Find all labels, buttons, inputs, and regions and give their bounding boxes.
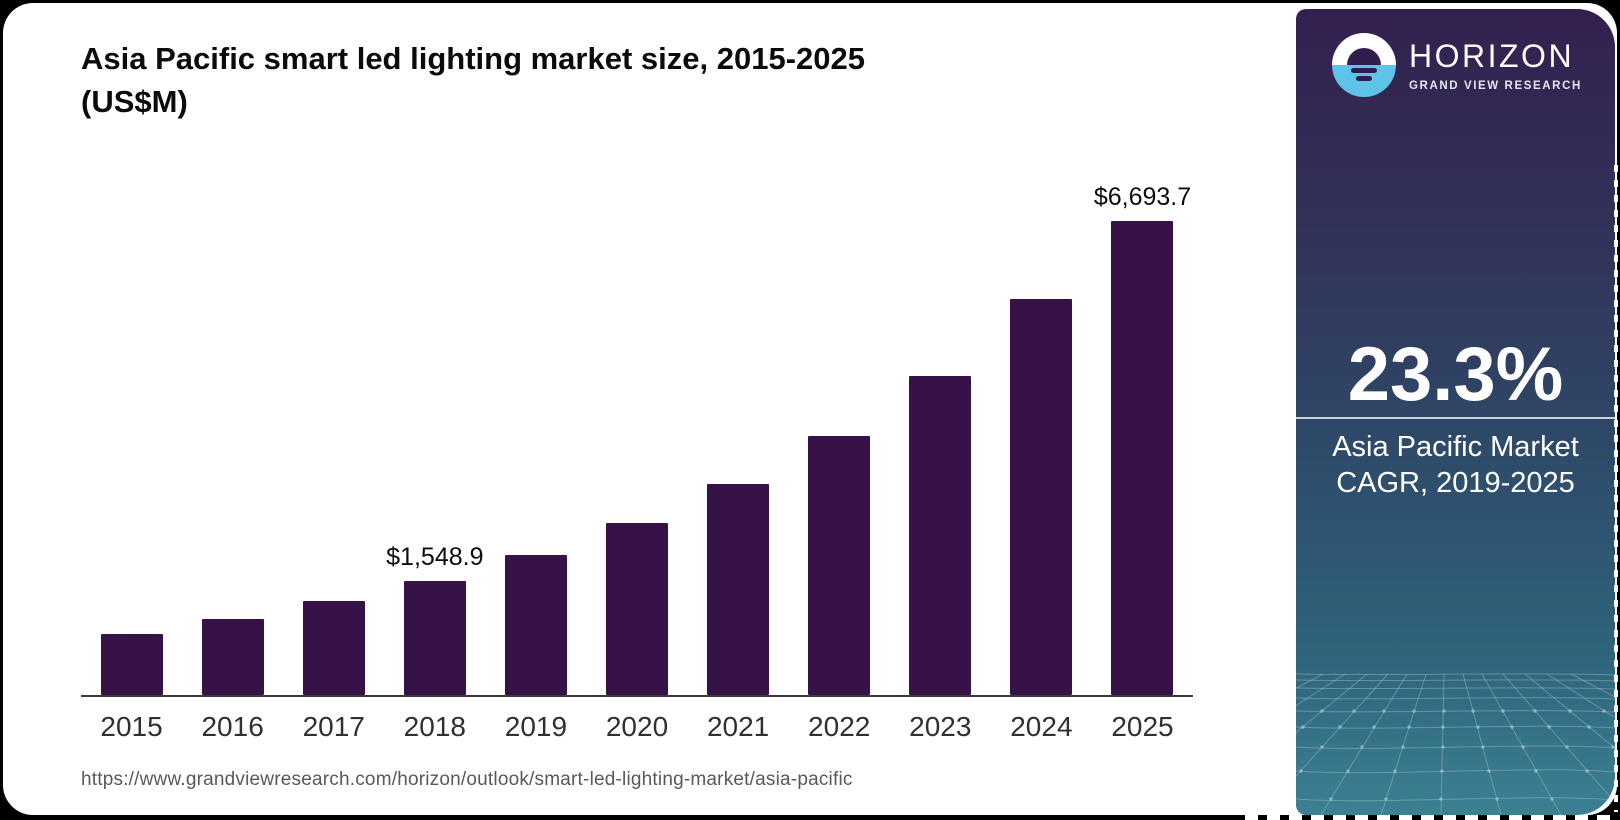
horizon-logo-icon xyxy=(1332,33,1396,97)
bar-column: $6,693.7 xyxy=(1092,183,1193,695)
chart-title-line1: Asia Pacific smart led lighting market s… xyxy=(81,41,865,76)
x-tick-label: 2017 xyxy=(302,711,365,742)
cagr-caption-line1: Asia Pacific Market xyxy=(1332,431,1579,463)
cagr-value: 23.3% xyxy=(1347,332,1564,417)
brand-panel: HORIZON GRAND VIEW RESEARCH 23.3% Asia P… xyxy=(1296,9,1615,815)
bar-2016 xyxy=(201,618,264,695)
logo-line-icon xyxy=(1351,68,1377,73)
x-tick-label: 2020 xyxy=(605,711,669,742)
chart-title: Asia Pacific smart led lighting market s… xyxy=(81,37,1081,123)
bar-value-label: $1,548.9 xyxy=(386,543,484,572)
mesh-graphic xyxy=(1296,673,1615,815)
bar-value-label: $6,693.7 xyxy=(1093,183,1192,211)
bar-column xyxy=(789,183,890,695)
x-tick-label: 2018 xyxy=(403,711,466,742)
divider xyxy=(1296,417,1615,419)
x-tick-label: 2022 xyxy=(808,711,871,742)
x-tick-label: 2024 xyxy=(1010,711,1073,742)
bar-column xyxy=(283,183,384,695)
card: Asia Pacific smart led lighting market s… xyxy=(3,3,1617,815)
bar-2017 xyxy=(302,601,365,695)
bar-column xyxy=(182,183,283,695)
logo-line-icon xyxy=(1356,76,1372,81)
plot-area: $1,548.9 $6,693.7 xyxy=(81,183,1193,697)
x-tick-label: 2019 xyxy=(504,711,568,742)
brand-name: HORIZON xyxy=(1409,38,1575,74)
bar-2021 xyxy=(707,484,770,695)
x-tick-label: 2016 xyxy=(201,711,264,742)
bar-column xyxy=(586,183,687,695)
right-edge-dashes xyxy=(1614,165,1618,812)
bar-2024 xyxy=(1010,299,1073,695)
brand-subtitle: GRAND VIEW RESEARCH xyxy=(1409,80,1582,92)
brand-text: HORIZON GRAND VIEW RESEARCH xyxy=(1409,38,1582,92)
bar-column: $1,548.9 xyxy=(384,183,485,695)
bar-column xyxy=(991,183,1092,695)
x-tick-label: 2021 xyxy=(706,711,770,742)
bar-2019 xyxy=(504,554,567,695)
bar-2025 xyxy=(1111,221,1174,695)
cagr-caption-line2: CAGR, 2019-2025 xyxy=(1336,467,1575,499)
x-axis-labels: 2015 2016 2017 2018 2019 2020 2021 2022 2023 2024… xyxy=(81,699,1193,743)
chart-title-line2: (US$M) xyxy=(81,84,188,119)
bar-2020 xyxy=(606,523,669,695)
bar-2018 xyxy=(403,581,466,695)
x-tick-label: 2015 xyxy=(100,711,163,742)
source-url: https://www.grandviewresearch.com/horizo… xyxy=(81,769,853,790)
bar-2022 xyxy=(808,435,871,695)
bar-column xyxy=(485,183,586,695)
bar-column xyxy=(890,183,991,695)
brand-logo: HORIZON GRAND VIEW RESEARCH xyxy=(1332,33,1582,97)
cagr-caption: Asia Pacific Market CAGR, 2019-2025 xyxy=(1296,429,1615,501)
bar-2023 xyxy=(909,375,972,695)
x-tick-label: 2025 xyxy=(1111,711,1174,742)
bottom-edge-dashes xyxy=(1245,815,1612,820)
bar-2015 xyxy=(100,634,163,695)
logo-sun-icon xyxy=(1347,48,1381,65)
x-tick-label: 2023 xyxy=(909,711,972,742)
bar-column xyxy=(688,183,789,695)
bar-column xyxy=(81,183,182,695)
